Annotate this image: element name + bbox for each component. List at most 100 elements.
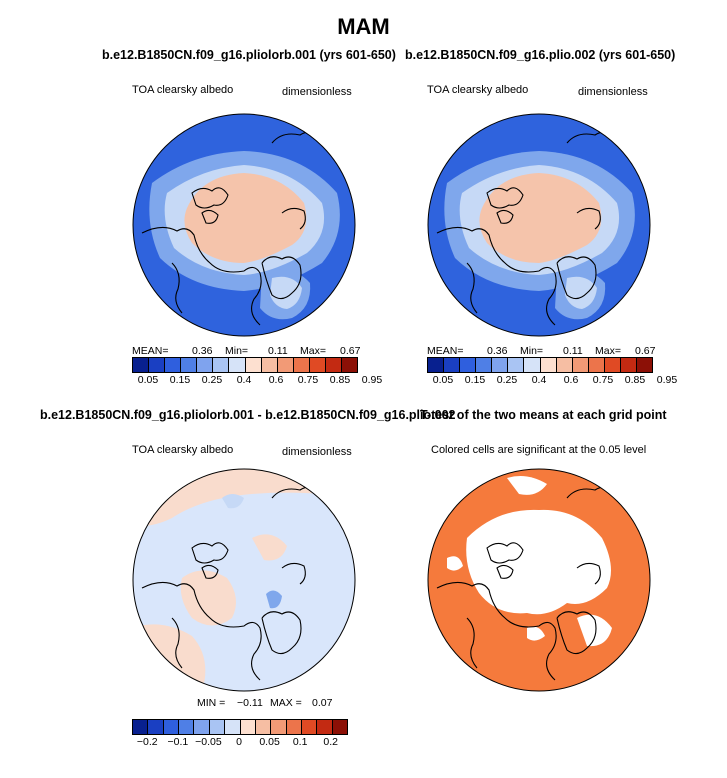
panel-3-min-value: −0.11 (237, 697, 263, 709)
colorbar-tick-label: 0.25 (496, 374, 518, 386)
panel-4-significance-label: Colored cells are significant at the 0.0… (431, 444, 647, 456)
colorbar-swatch (460, 358, 477, 372)
colorbar-swatch (271, 720, 287, 734)
colorbar-swatch (133, 358, 150, 372)
colorbar-swatch (317, 720, 333, 734)
colorbar-swatch (209, 720, 226, 734)
panel-2-mean-label: MEAN= (427, 345, 464, 357)
colorbar-swatch (540, 358, 557, 372)
colorbar-swatch (194, 720, 210, 734)
colorbar-swatch (620, 358, 638, 372)
panel-2-units-label: dimensionless (578, 86, 648, 98)
colorbar-tick-label: 0.05 (432, 374, 454, 386)
panel-1-colorbar (132, 357, 358, 373)
colorbar-swatch (428, 358, 445, 372)
panel-1-min-label: Min= (225, 345, 249, 357)
colorbar-swatch (261, 358, 278, 372)
colorbar-swatch (342, 358, 358, 372)
panel-4-map (427, 468, 651, 692)
colorbar-swatch (325, 358, 343, 372)
colorbar-tick-label: 0.75 (297, 374, 319, 386)
colorbar-tick-label: 0.95 (361, 374, 383, 386)
panel-2-min-value: 0.11 (563, 345, 583, 357)
colorbar-swatch (556, 358, 573, 372)
colorbar-tick-label: 0.4 (236, 374, 252, 386)
panel-2-colorbar (427, 357, 653, 373)
panel-2-variable-label: TOA clearsky albedo (427, 84, 529, 96)
colorbar-swatch (163, 720, 180, 734)
colorbar-swatch (149, 358, 166, 372)
colorbar-tick-label: 0.05 (137, 374, 159, 386)
colorbar-swatch (637, 358, 653, 372)
colorbar-tick-label: 0.15 (464, 374, 486, 386)
panel-3-min-label: MIN = (197, 697, 226, 709)
colorbar-swatch (245, 358, 262, 372)
panel-2-title: b.e12.B1850CN.f09_g16.plio.002 (yrs 601-… (405, 48, 676, 62)
colorbar-tick-label: −0.2 (136, 736, 158, 748)
panel-1-mean-value: 0.36 (192, 345, 213, 357)
colorbar-tick-label: 0.2 (323, 736, 339, 748)
colorbar-tick-label: 0.25 (201, 374, 223, 386)
colorbar-tick-label: 0 (236, 736, 242, 748)
panel-3-map (132, 468, 356, 692)
colorbar-tick-label: 0.85 (624, 374, 646, 386)
colorbar-swatch (332, 720, 348, 734)
colorbar-swatch (181, 358, 198, 372)
panel-3-max-value: 0.07 (312, 697, 333, 709)
colorbar-tick-label: 0.6 (563, 374, 579, 386)
colorbar-swatch (508, 358, 525, 372)
panel-1-map (132, 113, 356, 337)
panel-3-title: b.e12.B1850CN.f09_g16.pliolorb.001 - b.e… (40, 408, 456, 422)
colorbar-swatch (301, 720, 318, 734)
colorbar-tick-label: 0.85 (329, 374, 351, 386)
panel-3-units-label: dimensionless (282, 446, 352, 458)
colorbar-tick-label: 0.05 (259, 736, 280, 748)
colorbar-swatch (286, 720, 302, 734)
colorbar-swatch (476, 358, 493, 372)
colorbar-swatch (148, 720, 164, 734)
colorbar-tick-label: 0.4 (531, 374, 547, 386)
colorbar-swatch (255, 720, 272, 734)
colorbar-swatch (229, 358, 246, 372)
colorbar-tick-label: 0.95 (656, 374, 678, 386)
colorbar-tick-label: 0.6 (268, 374, 284, 386)
colorbar-tick-label: 0.15 (169, 374, 191, 386)
colorbar-tick-label: −0.1 (167, 736, 189, 748)
colorbar-swatch (225, 720, 241, 734)
colorbar-swatch (444, 358, 461, 372)
colorbar-swatch (213, 358, 230, 372)
colorbar-swatch (293, 358, 310, 372)
panel-1-variable-label: TOA clearsky albedo (132, 84, 234, 96)
panel-3-variable-label: TOA clearsky albedo (132, 444, 234, 456)
panel-1-title: b.e12.B1850CN.f09_g16.pliolorb.001 (yrs … (102, 48, 396, 62)
colorbar-swatch (309, 358, 326, 372)
colorbar-tick-label: 0.75 (592, 374, 614, 386)
colorbar-swatch (133, 720, 149, 734)
main-title: MAM (337, 14, 390, 39)
colorbar-swatch (572, 358, 589, 372)
panel-2-max-label: Max= (595, 345, 621, 357)
panel-3-max-label: MAX = (270, 697, 302, 709)
panel-3-colorbar (132, 719, 348, 735)
colorbar-swatch (240, 720, 256, 734)
colorbar-swatch (165, 358, 182, 372)
panel-1-mean-label: MEAN= (132, 345, 169, 357)
colorbar-swatch (179, 720, 195, 734)
colorbar-swatch (524, 358, 541, 372)
panel-1-max-label: Max= (300, 345, 326, 357)
colorbar-swatch (604, 358, 621, 372)
panel-2-mean-value: 0.36 (487, 345, 508, 357)
colorbar-swatch (492, 358, 509, 372)
panel-2-min-label: Min= (520, 345, 544, 357)
panel-2-map (427, 113, 651, 337)
panel-1-max-value: 0.67 (340, 345, 361, 357)
colorbar-swatch (588, 358, 605, 372)
panel-1-min-value: 0.11 (268, 345, 288, 357)
colorbar-tick-label: 0.1 (292, 736, 308, 748)
panel-1-units-label: dimensionless (282, 86, 352, 98)
colorbar-swatch (277, 358, 294, 372)
panel-2-max-value: 0.67 (635, 345, 656, 357)
colorbar-tick-label: −0.05 (195, 736, 222, 748)
panel-4-title: T-test of the two means at each grid poi… (420, 408, 667, 422)
colorbar-swatch (197, 358, 214, 372)
